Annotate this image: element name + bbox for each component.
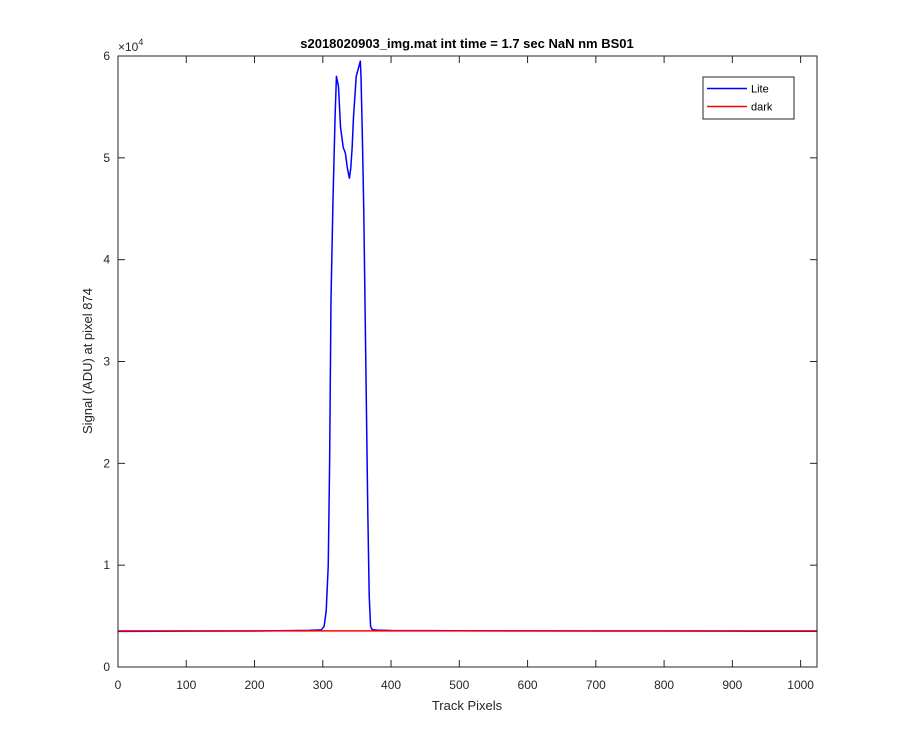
x-tick-label: 600: [518, 678, 538, 692]
x-tick-label: 700: [586, 678, 606, 692]
x-axis-label: Track Pixels: [432, 698, 503, 713]
x-tick-label: 0: [115, 678, 122, 692]
y-tick-label: 6: [103, 49, 110, 63]
series-line-lite: [117, 60, 818, 633]
x-tick-label: 300: [313, 678, 333, 692]
x-tick-label: 800: [654, 678, 674, 692]
y-tick-label: 5: [103, 151, 110, 165]
y-exponent-power: 4: [138, 37, 143, 47]
chart-title: s2018020903_img.mat int time = 1.7 sec N…: [300, 36, 634, 51]
y-tick-label: 0: [103, 660, 110, 674]
legend-label-dark: dark: [751, 102, 773, 114]
legend-label-lite: Lite: [751, 84, 769, 96]
x-tick-label: 200: [245, 678, 265, 692]
legend-box: [702, 76, 795, 120]
x-tick-label: 1000: [787, 678, 814, 692]
y-tick-label: 3: [103, 355, 110, 369]
x-tick-label: 100: [176, 678, 196, 692]
y-axis-ticks: 0 1 2 3 4 5 6: [103, 49, 817, 674]
legend: Lite dark: [702, 76, 795, 120]
y-tick-label: 4: [103, 253, 110, 267]
plot-area: [118, 56, 817, 667]
x-tick-label: 500: [449, 678, 469, 692]
y-exponent-base: ×10: [118, 40, 139, 54]
y-exponent: ×104: [118, 37, 143, 54]
y-axis-label: Signal (ADU) at pixel 874: [80, 288, 95, 434]
y-tick-label: 1: [103, 558, 110, 572]
series-layer: [117, 60, 818, 633]
x-tick-label: 400: [381, 678, 401, 692]
y-tick-label: 2: [103, 456, 110, 470]
x-axis-ticks: 0 100 200 300 400 500 600 700 800 900 1000: [115, 56, 814, 692]
x-tick-label: 900: [722, 678, 742, 692]
